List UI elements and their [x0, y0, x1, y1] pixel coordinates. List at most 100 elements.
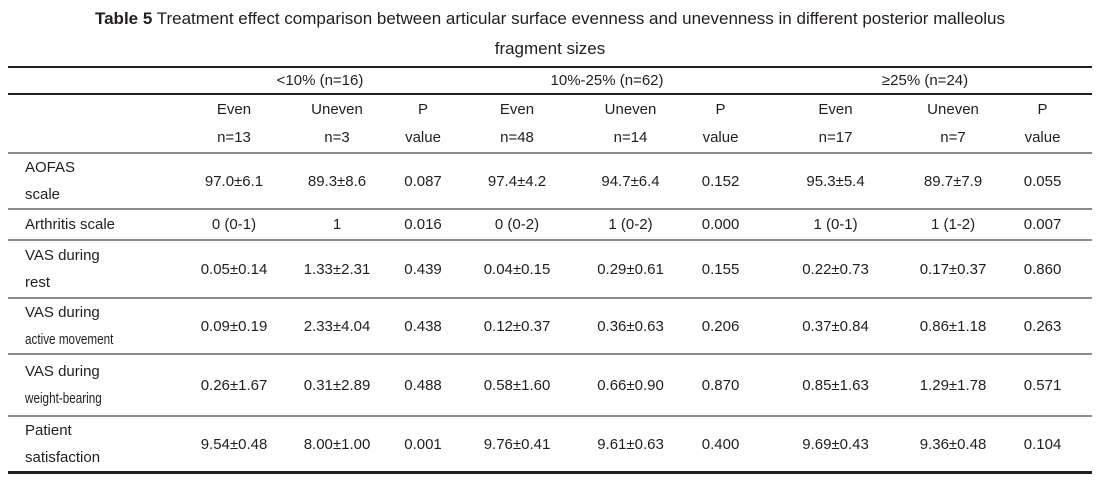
row-label-cell: AOFAS scale	[8, 153, 184, 210]
column-header-cell: Even n=13	[184, 94, 284, 154]
data-cell: 0.12±0.37	[456, 298, 579, 355]
data-cell: 8.00±1.00	[303, 435, 371, 453]
data-cell: 97.0±6.1	[184, 153, 284, 210]
row-label-line: VAS during	[25, 247, 100, 264]
data-cell: 0.016	[390, 209, 457, 241]
data-cell: 0.000	[683, 209, 759, 241]
table-title-line2: fragment sizes	[494, 39, 606, 58]
data-cell: 0.400	[701, 435, 740, 453]
data-cell: 0.001	[404, 435, 442, 453]
data-cell: 0.571	[993, 354, 1093, 417]
column-header-cell: Uneven n=3	[284, 94, 390, 154]
data-cell: 89.7±7.9	[913, 153, 994, 210]
data-cell: 0.439	[390, 240, 457, 299]
data-cell: 0.087	[390, 153, 457, 210]
data-cell: 0.09±0.19	[184, 298, 284, 355]
data-cell: 0.263	[993, 298, 1093, 355]
table-row: VAS during weight-bearing 0.26±1.67 0.31±2.…	[8, 354, 1093, 417]
data-cell: 0.152	[683, 153, 759, 210]
data-cell: 9.61±0.63	[597, 435, 664, 453]
data-cell: 97.4±4.2	[456, 153, 579, 210]
table-number: Table 5	[94, 9, 153, 28]
table-body: AOFAS scale 97.0±6.1 89.3±8.6 0.087 97.4±4.2 9…	[8, 153, 1093, 473]
table-row: VAS during active movement 0.09±0.19 2.33±4…	[8, 298, 1093, 355]
group-header-cell: <10% (n=16)	[184, 67, 457, 95]
column-header-line2: n=48	[500, 128, 534, 146]
data-cell: 1 (0-2)	[578, 209, 684, 241]
data-cell: 0.155	[683, 240, 759, 299]
column-header-cell: Even n=48	[456, 94, 579, 154]
row-label-line: Patient	[25, 422, 72, 439]
column-header-line1: Even	[818, 100, 853, 118]
comparison-table: <10% (n=16) 10%-25% (n=62) ≥25% (n=24) Eve…	[8, 66, 1093, 474]
column-header-line1: Uneven	[311, 100, 363, 118]
data-cell: 1	[284, 209, 390, 241]
row-label-cell: VAS during active movement	[8, 298, 184, 355]
row-label-line: rest	[25, 274, 51, 291]
row-label-line: AOFAS	[25, 159, 76, 176]
row-label-narrow-text: active movement	[25, 331, 114, 348]
row-label-line: Arthritis scale	[25, 216, 116, 233]
row-label-line: weight-bearing	[25, 385, 184, 412]
data-cell: 0 (0-2)	[456, 209, 579, 241]
data-cell: 0.29±0.61	[578, 240, 684, 299]
data-cell: 0.66±0.90	[578, 354, 684, 417]
column-header-line1: P	[715, 100, 726, 118]
data-cell: 9.54±0.48	[200, 435, 268, 453]
column-header-line2: n=3	[324, 128, 350, 146]
data-cell: 0.055	[993, 153, 1093, 210]
table-title-text: Treatment effect comparison between arti…	[156, 9, 1005, 28]
data-cell: 0.860	[993, 240, 1093, 299]
table-title: Table 5 Treatment effect comparison betw…	[0, 4, 1100, 34]
column-header-line2: n=13	[217, 128, 251, 146]
data-cell: 0.85±1.63	[758, 354, 914, 417]
data-cell: 0.86±1.18	[913, 298, 994, 355]
data-cell: 1.33±2.31	[284, 240, 390, 299]
table-row: Arthritis scale 0 (0-1) 1 0.016 0 (0-2) 1 (0-…	[8, 209, 1093, 241]
row-label-cell: VAS during weight-bearing	[8, 354, 184, 417]
data-cell: 0.488	[390, 354, 457, 417]
data-cell: 0 (0-1)	[184, 209, 284, 241]
data-cell: 2.33±4.04	[284, 298, 390, 355]
column-header-line1: Uneven	[927, 100, 979, 118]
column-header-line2: value	[405, 128, 441, 146]
data-cell: 94.7±6.4	[578, 153, 684, 210]
table-figure: Table 5 Treatment effect comparison betw…	[0, 4, 1100, 474]
row-label-line: scale	[25, 186, 61, 203]
data-cell: 1 (0-1)	[758, 209, 914, 241]
row-label-cell: Patient satisfaction	[8, 416, 184, 473]
row-label-cell: VAS during rest	[8, 240, 184, 299]
row-label-line: VAS during	[25, 363, 100, 380]
row-label-line: satisfaction	[25, 449, 101, 466]
data-cell: 0.36±0.63	[578, 298, 684, 355]
column-header-line2: n=17	[818, 128, 853, 146]
group-header-cell: 10%-25% (n=62)	[456, 67, 759, 95]
data-cell: 9.36±0.48	[919, 435, 987, 453]
data-cell: 0.870	[683, 354, 759, 417]
column-header-cell: Even n=17	[758, 94, 914, 154]
data-cell: 0.17±0.37	[913, 240, 994, 299]
column-header-cell: Uneven n=14	[578, 94, 684, 154]
data-cell: 0.438	[390, 298, 457, 355]
table-row: AOFAS scale 97.0±6.1 89.3±8.6 0.087 97.4±4.2 9…	[8, 153, 1093, 210]
column-header-line2: n=14	[613, 128, 648, 146]
data-cell: 0.04±0.15	[456, 240, 579, 299]
table-row: VAS during rest 0.05±0.14 1.33±2.31 0.439 0.0…	[8, 240, 1093, 299]
data-cell: 0.37±0.84	[758, 298, 914, 355]
group-header-row: <10% (n=16) 10%-25% (n=62) ≥25% (n=24)	[8, 67, 1093, 95]
row-label-cell: Arthritis scale	[8, 209, 184, 241]
data-cell: 1.29±1.78	[913, 354, 994, 417]
row-label-line: VAS during	[25, 304, 100, 321]
data-cell: 9.76±0.41	[483, 435, 551, 453]
column-header-line1: Uneven	[604, 100, 657, 118]
row-label-line: active movement	[25, 326, 184, 353]
row-label-narrow-text: weight-bearing	[25, 390, 102, 407]
data-cell: 0.31±2.89	[284, 354, 390, 417]
data-cell: 0.26±1.67	[184, 354, 284, 417]
table-row: Patient satisfaction 9.54±0.48 8.00±1.00 0.0…	[8, 416, 1092, 473]
column-header-line1: P	[418, 100, 429, 118]
column-header-cell: Uneven n=7	[913, 94, 994, 154]
